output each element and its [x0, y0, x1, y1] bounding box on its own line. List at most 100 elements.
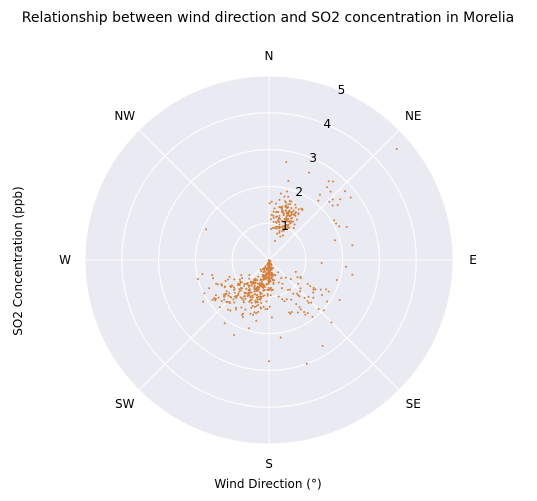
data-point — [223, 322, 226, 325]
data-point — [283, 217, 286, 220]
data-point — [232, 298, 235, 301]
plot-area: 1 2 3 4 5 N NE E SE S SW W NW — [59, 49, 477, 471]
data-point — [260, 297, 263, 300]
data-point — [228, 275, 231, 278]
data-point — [237, 282, 240, 285]
data-point — [223, 298, 226, 301]
data-point — [215, 282, 218, 285]
data-point — [307, 301, 310, 304]
data-point — [317, 307, 320, 310]
data-point — [213, 297, 216, 300]
direction-label-s: S — [265, 457, 273, 471]
data-point — [255, 319, 258, 322]
data-point — [241, 315, 244, 318]
data-point — [242, 301, 245, 304]
data-point — [307, 295, 310, 298]
data-point — [272, 221, 275, 224]
data-point — [290, 207, 293, 210]
data-point — [270, 316, 273, 319]
data-point — [241, 277, 244, 280]
data-point — [285, 298, 288, 301]
data-point — [300, 207, 303, 210]
data-point — [259, 268, 262, 271]
data-point — [287, 179, 290, 182]
data-point — [257, 288, 260, 291]
data-point — [319, 288, 322, 291]
data-point — [290, 200, 293, 203]
data-point — [289, 312, 292, 315]
data-point — [237, 294, 240, 297]
data-point — [239, 289, 242, 292]
data-point — [239, 280, 242, 283]
data-point — [234, 295, 237, 298]
data-point — [205, 228, 208, 231]
data-point — [239, 286, 242, 289]
data-point — [338, 299, 341, 302]
data-point — [253, 305, 256, 308]
data-point — [278, 214, 281, 217]
data-point — [262, 271, 265, 274]
data-point — [238, 278, 241, 281]
data-point — [267, 286, 270, 289]
data-point — [310, 301, 313, 304]
data-point — [196, 278, 199, 281]
data-point — [338, 225, 341, 228]
data-point — [275, 225, 278, 228]
data-point — [270, 273, 273, 276]
data-point — [253, 286, 256, 289]
data-point — [351, 244, 354, 247]
data-point — [351, 273, 354, 276]
data-point — [226, 300, 229, 303]
data-point — [270, 213, 273, 216]
data-point — [251, 294, 254, 297]
data-point — [288, 199, 291, 202]
data-point — [296, 311, 299, 314]
data-point — [262, 278, 265, 281]
data-point — [258, 282, 261, 285]
data-point — [269, 218, 272, 221]
data-point — [294, 206, 297, 209]
data-point — [296, 276, 299, 279]
data-point — [344, 265, 347, 268]
data-point — [253, 288, 256, 291]
data-point — [212, 277, 214, 280]
data-point — [335, 279, 338, 282]
data-point — [247, 292, 250, 295]
data-point — [266, 308, 269, 311]
data-point — [331, 180, 334, 183]
data-point — [220, 300, 223, 303]
data-point — [247, 293, 250, 296]
data-point — [285, 190, 288, 193]
data-point — [223, 293, 226, 296]
data-point — [223, 295, 226, 298]
data-point — [299, 290, 302, 293]
data-point — [281, 220, 284, 222]
data-point — [276, 215, 279, 218]
data-point — [272, 214, 275, 217]
data-point — [251, 296, 254, 299]
radial-tick-label-1: 1 — [281, 219, 289, 233]
data-point — [294, 214, 297, 217]
data-point — [229, 285, 232, 288]
data-point — [275, 202, 278, 205]
data-point — [240, 281, 243, 284]
data-point — [333, 219, 336, 222]
data-point — [294, 203, 297, 206]
data-point — [271, 227, 274, 230]
data-point — [262, 305, 265, 308]
data-point — [336, 204, 339, 206]
data-point — [294, 270, 297, 273]
data-point — [260, 302, 263, 305]
data-point — [280, 287, 283, 290]
data-point — [283, 300, 286, 303]
data-point — [303, 296, 306, 299]
data-point — [322, 309, 325, 312]
data-point — [287, 203, 290, 206]
data-point — [312, 286, 315, 289]
data-point — [220, 282, 223, 285]
chart-title: Relationship between wind direction and … — [22, 10, 514, 26]
data-point — [268, 272, 271, 275]
data-point — [299, 287, 302, 290]
data-point — [267, 262, 270, 265]
